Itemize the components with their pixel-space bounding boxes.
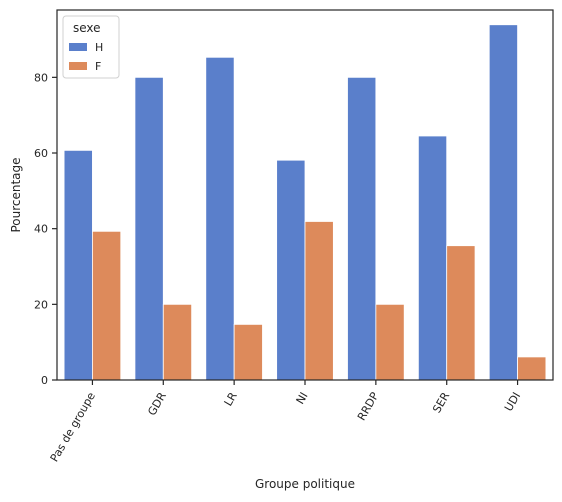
y-axis-label: Pourcentage — [9, 157, 23, 232]
legend-swatch-H — [69, 43, 87, 51]
y-tick-label: 20 — [34, 298, 48, 311]
x-tick-label: UDI — [502, 390, 523, 414]
y-tick-label: 80 — [34, 71, 48, 84]
legend-label-H: H — [95, 41, 103, 54]
x-axis: Pas de groupe GDR LR NI RRDP SER UDI — [48, 380, 523, 464]
x-tick-label: NI — [294, 390, 311, 406]
bar-H-ni — [276, 159, 306, 381]
x-tick-label: GDR — [145, 390, 169, 418]
bar-F-lr — [233, 323, 263, 381]
x-tick-label: RRDP — [355, 390, 382, 423]
bar-H-ser — [417, 135, 448, 381]
x-tick-label: LR — [222, 390, 240, 409]
bars-group — [63, 24, 547, 381]
bar-H-lr — [205, 56, 235, 381]
bar-H-pas-de-groupe — [63, 149, 93, 381]
bar-F-udi — [517, 356, 547, 381]
bar-H-gdr — [134, 76, 164, 381]
bar-F-gdr — [162, 303, 193, 381]
bar-F-ser — [446, 245, 476, 381]
bar-F-pas-de-groupe — [92, 230, 122, 381]
legend: sexe HF — [62, 15, 120, 79]
y-tick-label: 0 — [41, 374, 48, 387]
y-tick-label: 60 — [34, 147, 48, 160]
bar-H-rrdp — [347, 76, 377, 381]
legend-title: sexe — [73, 21, 101, 35]
bar-H-udi — [488, 24, 518, 381]
x-tick-label: SER — [430, 390, 452, 415]
y-tick-label: 40 — [34, 223, 48, 236]
legend-swatch-F — [69, 62, 87, 70]
legend-label-F: F — [95, 60, 101, 73]
bar-F-rrdp — [375, 303, 405, 381]
bar-F-ni — [304, 221, 334, 381]
y-axis: 0 20 40 60 80 — [34, 71, 57, 387]
x-axis-label: Groupe politique — [255, 477, 355, 491]
x-tick-label: Pas de groupe — [48, 390, 98, 464]
